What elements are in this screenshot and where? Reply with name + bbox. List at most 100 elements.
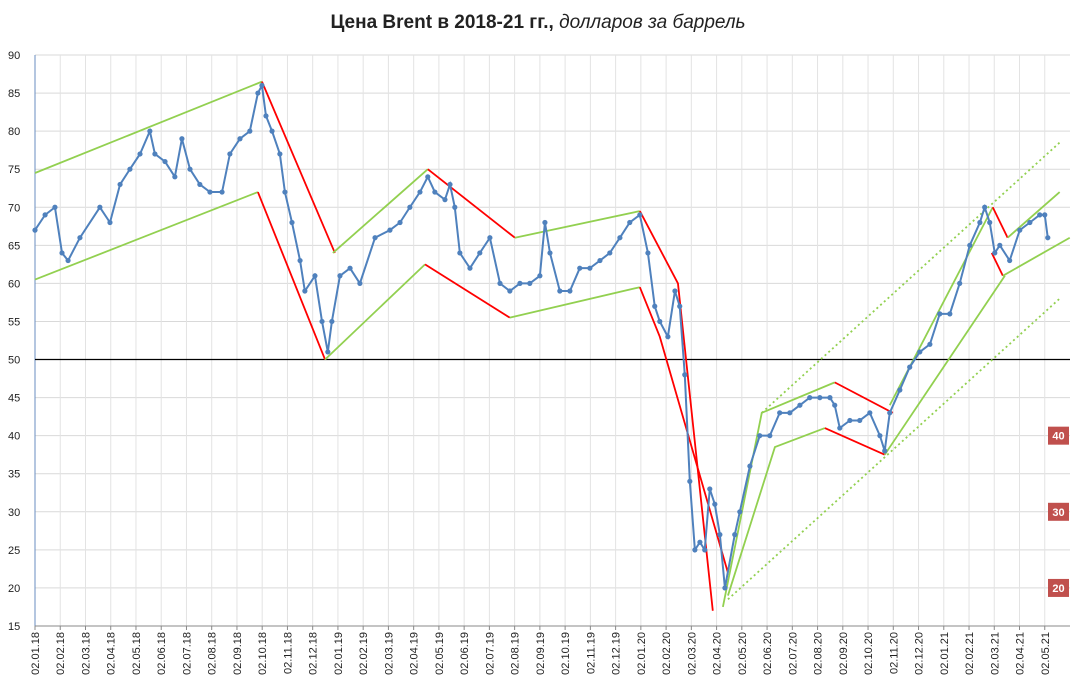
y-tick-label: 60 [8, 278, 20, 290]
price-point [717, 532, 723, 538]
y-tick-label: 35 [8, 469, 20, 481]
price-point [319, 318, 325, 325]
price-point [987, 219, 993, 226]
price-point [867, 410, 873, 416]
price-point [337, 273, 343, 279]
price-point [297, 257, 303, 264]
price-point [897, 387, 903, 393]
y-tick-label: 15 [8, 621, 20, 633]
price-point [325, 349, 331, 355]
x-tick-label: 02.07.18 [181, 632, 193, 675]
trend-line [727, 427, 826, 596]
price-point [687, 478, 693, 484]
x-tick-label: 02.02.18 [55, 632, 67, 675]
price-point [137, 151, 143, 157]
trend-line [824, 427, 886, 456]
x-tick-label: 02.05.21 [1040, 632, 1052, 675]
price-point [577, 265, 583, 271]
trend-line [514, 210, 641, 239]
price-point [329, 318, 335, 325]
price-point [117, 181, 123, 188]
price-point [467, 265, 473, 271]
y-tick-label: 85 [8, 88, 20, 100]
annotation-label: 40 [1052, 431, 1064, 443]
price-point [357, 280, 363, 286]
price-point [259, 82, 265, 89]
trend-line [257, 191, 326, 360]
x-tick-label: 02.01.21 [939, 632, 951, 675]
price-point [107, 219, 113, 226]
price-point [77, 235, 83, 241]
price-point [567, 288, 573, 294]
price-point [937, 311, 943, 317]
price-point [237, 136, 243, 142]
x-tick-label: 02.01.18 [30, 632, 42, 675]
x-tick-label: 02.12.19 [611, 632, 623, 675]
x-tick-label: 02.10.18 [257, 632, 269, 675]
price-point [387, 227, 393, 233]
x-tick-label: 02.08.19 [510, 632, 522, 675]
trend-line [324, 263, 426, 361]
price-point [665, 334, 671, 340]
price-point [837, 425, 843, 431]
annotation-label: 20 [1052, 583, 1064, 595]
x-tick-label: 02.07.19 [484, 632, 496, 675]
price-point [227, 151, 233, 157]
x-tick-label: 02.04.20 [712, 632, 724, 675]
price-point [507, 288, 513, 294]
price-point [767, 433, 773, 439]
price-point [147, 128, 153, 134]
price-point [219, 189, 225, 195]
price-point [277, 151, 283, 157]
price-point [587, 265, 593, 271]
trend-line [639, 210, 714, 611]
x-tick-label: 02.12.20 [914, 632, 926, 675]
price-point [917, 349, 923, 355]
price-point [477, 250, 483, 256]
price-point [282, 189, 288, 195]
price-point [289, 219, 295, 226]
x-tick-label: 02.03.19 [383, 632, 395, 675]
price-point [847, 417, 853, 424]
price-point [417, 189, 423, 195]
price-point [722, 585, 728, 591]
price-point [255, 90, 261, 96]
price-point [1045, 235, 1051, 241]
price-point [827, 395, 833, 401]
trend-line [761, 141, 1061, 414]
y-tick-label: 50 [8, 355, 20, 367]
x-tick-label: 02.10.20 [863, 632, 875, 675]
y-tick-label: 55 [8, 316, 20, 328]
price-point [527, 280, 533, 286]
y-tick-label: 40 [8, 431, 20, 443]
x-tick-label: 02.11.20 [888, 632, 900, 674]
x-tick-label: 02.10.19 [560, 632, 572, 675]
price-line [34, 82, 1049, 589]
price-point [832, 402, 838, 408]
price-point [187, 166, 193, 172]
x-tick-label: 02.09.19 [535, 632, 547, 675]
price-point [127, 166, 133, 172]
x-tick-label: 02.03.21 [989, 632, 1001, 675]
price-point [702, 547, 708, 553]
x-tick-label: 02.02.20 [661, 632, 673, 675]
price-point [672, 288, 678, 294]
x-tick-label: 02.07.20 [787, 632, 799, 675]
price-point [97, 204, 103, 210]
price-point [597, 257, 603, 264]
price-point [425, 174, 431, 180]
trend-line [1007, 191, 1061, 239]
x-tick-label: 02.04.19 [409, 632, 421, 675]
price-point [442, 197, 448, 203]
x-tick-label: 02.06.18 [156, 632, 168, 675]
price-point [732, 532, 738, 538]
x-tick-label: 02.09.20 [838, 632, 850, 675]
trend-line [834, 381, 894, 414]
price-point [757, 433, 763, 439]
x-tick-label: 02.12.18 [308, 632, 320, 675]
price-point [517, 280, 523, 286]
price-point [652, 303, 658, 309]
x-tick-label: 02.06.20 [762, 632, 774, 675]
chart-title: Цена Brent в 2018-21 гг., [330, 12, 553, 33]
